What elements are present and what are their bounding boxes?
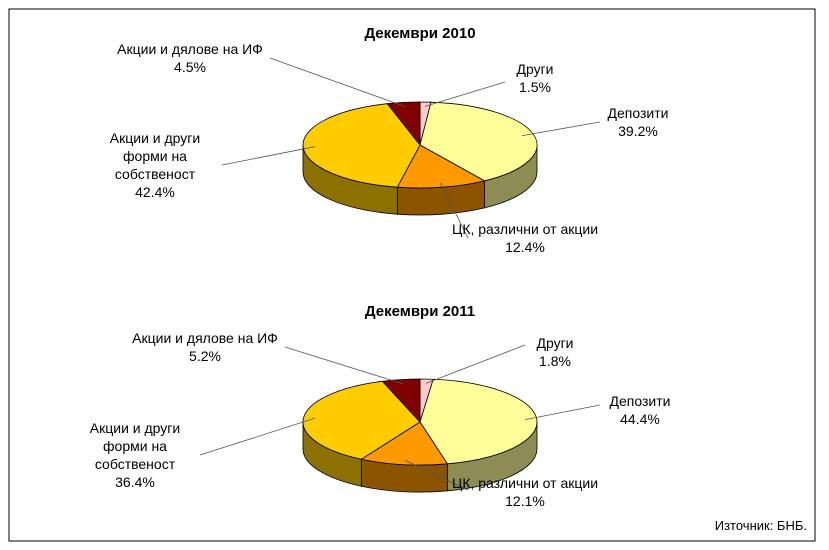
slice-label: Други 1.5% xyxy=(475,60,595,96)
leader-line xyxy=(404,459,469,491)
value-label: 36.4% xyxy=(115,474,155,490)
value-label: 1.8% xyxy=(539,353,571,369)
value-label: 12.4% xyxy=(505,239,545,255)
value-label: 39.2% xyxy=(618,123,658,139)
slice-label: Депозити 44.4% xyxy=(580,392,700,428)
leader-line xyxy=(522,121,601,137)
slice-label: Акции и дялове на ИФ 5.2% xyxy=(130,329,280,365)
slice-label: Акции и други форми на собственост 36.4% xyxy=(75,419,195,491)
slice-label: ЦК, различни от акции 12.1% xyxy=(450,474,600,510)
chart-title: Декември 2010 xyxy=(364,25,476,42)
pie-slice xyxy=(386,101,421,147)
pie-slice xyxy=(302,380,421,460)
category-name: Депозити xyxy=(607,105,669,121)
leader-line xyxy=(269,57,406,108)
leader-line xyxy=(284,346,403,385)
pie-slice xyxy=(381,378,421,424)
source-note: Източник: БНБ. xyxy=(714,518,807,533)
pie-slice xyxy=(302,103,421,188)
pie-slice xyxy=(360,421,449,466)
frame xyxy=(8,8,816,542)
slice-label: Депозити 39.2% xyxy=(578,104,698,140)
slice-label: Други 1.8% xyxy=(495,334,615,370)
value-label: 1.5% xyxy=(519,79,551,95)
leader-line xyxy=(424,81,506,107)
slice-label: ЦК, различни от акции 12.4% xyxy=(450,220,600,256)
leader-line xyxy=(440,182,469,239)
category-name: Други xyxy=(536,335,574,351)
value-label: 4.5% xyxy=(174,59,206,75)
leader-line xyxy=(199,417,316,456)
category-name: Акции и други форми на собственост xyxy=(109,130,201,182)
slice-label: Акции и други форми на собственост 42.4% xyxy=(95,129,215,201)
category-name: Депозити xyxy=(609,393,671,409)
category-name: Акции и дялове на ИФ xyxy=(117,41,263,57)
category-name: Други xyxy=(516,61,554,77)
category-name: ЦК, различни от акции xyxy=(451,221,599,237)
value-label: 42.4% xyxy=(135,184,175,200)
category-name: ЦК, различни от акции xyxy=(451,475,599,491)
category-name: Акции и дялове на ИФ xyxy=(132,330,278,346)
leader-line xyxy=(221,146,315,166)
chart-title: Декември 2011 xyxy=(364,303,476,320)
value-label: 12.1% xyxy=(505,493,545,509)
leader-line xyxy=(525,404,601,421)
leader-line xyxy=(425,344,526,384)
value-label: 44.4% xyxy=(620,411,660,427)
category-name: Акции и други форми на собственост xyxy=(89,420,181,472)
pie-slice xyxy=(419,378,538,465)
value-label: 5.2% xyxy=(189,348,221,364)
slice-label: Акции и дялове на ИФ 4.5% xyxy=(115,40,265,76)
